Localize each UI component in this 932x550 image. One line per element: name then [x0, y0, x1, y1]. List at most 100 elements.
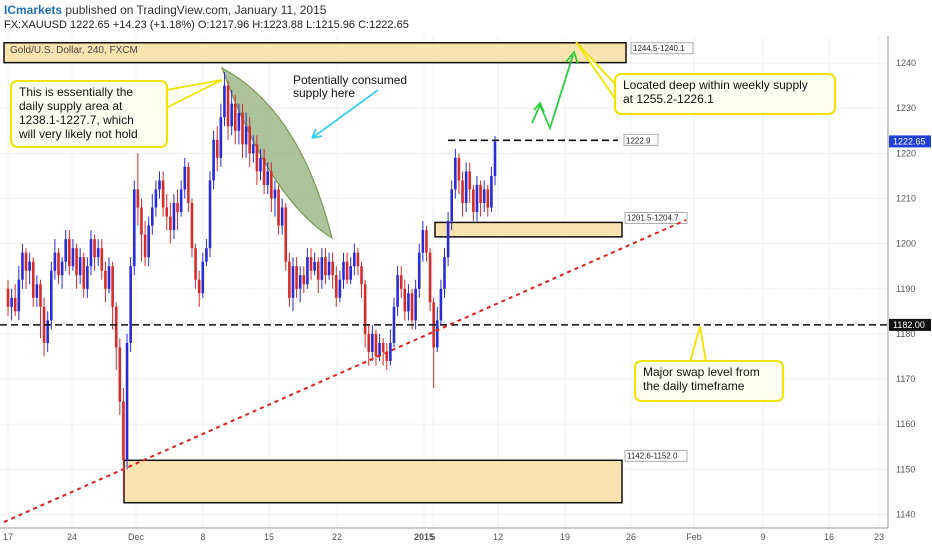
candle-body — [392, 306, 396, 343]
candle-body — [403, 288, 407, 312]
candle-body — [39, 284, 42, 307]
candle-body — [172, 203, 176, 231]
candle-body — [223, 85, 226, 118]
candle-body — [461, 180, 464, 204]
candle-body — [10, 297, 13, 307]
candle-body — [147, 225, 150, 258]
candle-body — [24, 252, 28, 271]
candle-body — [320, 257, 324, 280]
candle-body — [187, 166, 190, 204]
candle-body — [280, 207, 284, 226]
x-tick-label: 17 — [3, 532, 13, 542]
supply-demand-zones: 1244.5-1240.1 1201.5-1204.7 1142.6-1152.0 — [3, 42, 694, 504]
candle-body — [371, 333, 374, 352]
candle-body — [385, 351, 389, 361]
candle-body — [111, 266, 114, 307]
candle-body — [439, 288, 443, 321]
candle-body — [125, 342, 129, 461]
candle-body — [118, 347, 122, 402]
candle-body — [233, 103, 237, 131]
candle-body — [425, 230, 428, 253]
candle-body — [158, 180, 161, 190]
candle-body — [179, 189, 183, 213]
candle-body — [407, 293, 410, 312]
y-tick-label: 1240 — [896, 58, 916, 68]
candle-body — [82, 257, 86, 289]
candle-body — [331, 261, 334, 276]
candle-body — [93, 239, 96, 258]
candle-body — [100, 248, 104, 271]
axis-level-label: 1182.00 — [893, 320, 925, 330]
candle-body — [360, 266, 363, 285]
candle-body — [334, 275, 338, 298]
consumed-supply-note: Potentially consumed supply here — [293, 73, 408, 100]
candle-body — [381, 342, 385, 352]
candle-body — [226, 85, 230, 127]
current-price-label: 1222.65 — [893, 136, 926, 146]
candle-body — [490, 175, 493, 208]
candle-body — [78, 257, 82, 276]
candle-body — [219, 117, 223, 158]
candle-body — [190, 203, 194, 249]
candle-body — [244, 126, 248, 145]
x-tick-label: 22 — [332, 532, 342, 542]
brand-logo[interactable]: ICmarkets — [4, 3, 63, 17]
candle-body — [150, 207, 154, 226]
swap-level-note: Major swap level from the daily timefram… — [634, 360, 784, 402]
candle-body — [129, 266, 132, 343]
candle-body — [89, 239, 93, 267]
zone-label: 1244.5-1240.1 — [633, 44, 685, 53]
candle-body — [454, 157, 457, 190]
daily-supply-note: This is essentially the daily supply are… — [10, 80, 168, 148]
candle-body — [60, 261, 64, 276]
y-tick-label: 1150 — [896, 464, 915, 474]
y-tick-label: 1200 — [896, 239, 916, 249]
green-arrow-path — [531, 54, 574, 131]
zone-label-box — [624, 212, 688, 224]
candle-body — [472, 189, 475, 213]
x-tick-label: 12 — [493, 532, 503, 542]
candle-body — [114, 306, 118, 348]
x-tick-label: 8 — [200, 532, 205, 542]
candle-body — [194, 248, 197, 280]
candle-body — [435, 320, 439, 348]
candle-body — [104, 270, 107, 289]
candle-body — [252, 144, 255, 154]
callout-pointer-weekly — [575, 41, 617, 101]
candle-body — [270, 171, 273, 199]
candle-body — [28, 261, 31, 271]
candle-body — [342, 261, 345, 280]
x-tick-label: Feb — [686, 532, 702, 542]
candle-body — [295, 266, 298, 289]
candle-body — [464, 171, 468, 204]
candle-body — [378, 342, 381, 357]
candle-body — [457, 157, 461, 181]
candle-body — [363, 284, 367, 334]
candle-body — [13, 297, 17, 312]
candle-body — [410, 293, 414, 321]
candle-body — [338, 279, 342, 298]
callout-pointer-daily — [165, 79, 223, 109]
candle-body — [49, 270, 53, 321]
candle-body — [277, 189, 280, 226]
candle-body — [136, 189, 140, 208]
candle-body — [417, 252, 421, 289]
x-tick-label: 15 — [264, 532, 274, 542]
candle-body — [475, 184, 479, 213]
candle-body — [71, 248, 75, 267]
candle-body — [493, 141, 497, 176]
x-tick-label: 5 — [430, 532, 435, 542]
y-tick-label: 1220 — [896, 148, 916, 158]
y-tick-label: 1170 — [896, 374, 915, 384]
publisher: ICmarkets published on TradingView.com, … — [4, 3, 326, 17]
candle-body — [266, 171, 270, 185]
candle-body — [421, 230, 425, 253]
x-tick-label: 9 — [760, 532, 765, 542]
candle-body — [316, 261, 320, 280]
candle-body — [313, 261, 316, 271]
price-axis[interactable]: 1140 1150 1160 1170 1180 1190 1200 1210 1220 1230… — [889, 58, 931, 519]
chart-title: Gold/U.S. Dollar, 240, FXCM — [10, 45, 138, 56]
x-tick-label: 2015 — [414, 532, 434, 542]
